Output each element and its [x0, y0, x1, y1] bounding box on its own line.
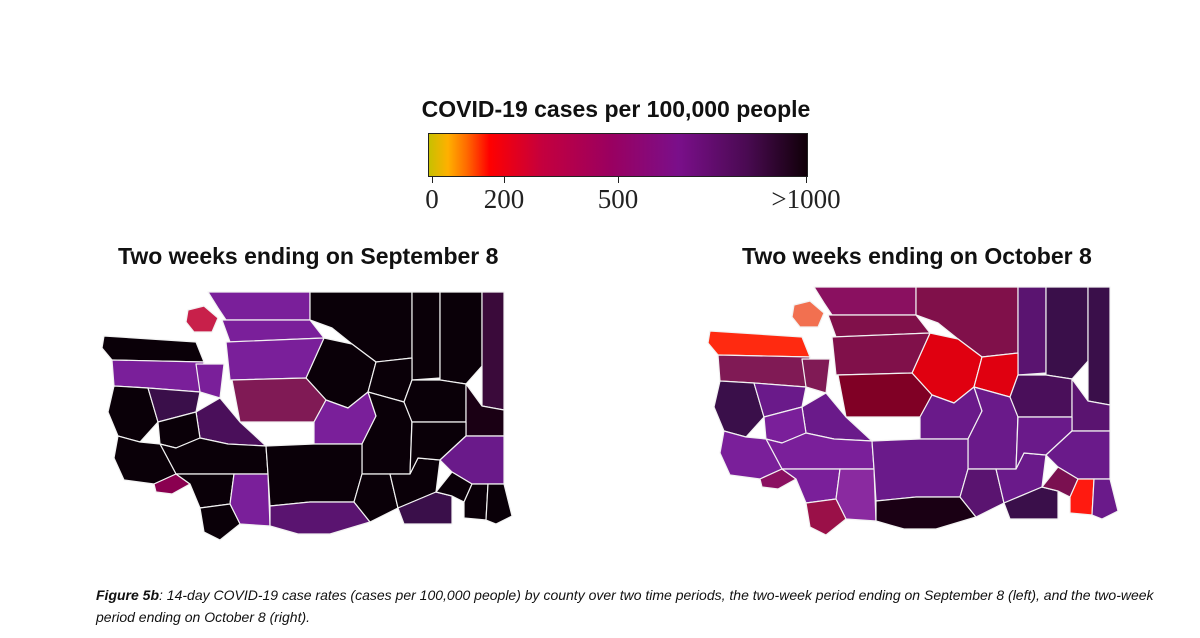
left-map-title: Two weeks ending on September 8: [118, 243, 499, 269]
color-scale-bar: [428, 133, 808, 177]
county-whatcom: [813, 286, 917, 316]
tick-mark: [432, 177, 433, 183]
county-wahkiakum: [759, 468, 797, 490]
tick-mark: [618, 177, 619, 183]
county-clallam: [101, 335, 205, 363]
county-klickitat: [269, 501, 371, 535]
tick-mark: [806, 177, 807, 183]
county-wahkiakum: [153, 473, 191, 495]
county-yakima: [265, 443, 363, 507]
county-islands: [185, 305, 219, 333]
washington-map-october: [707, 286, 1119, 536]
county-walla-walla: [397, 491, 453, 525]
tick-label-200: 200: [483, 184, 525, 214]
county-pend-oreille: [1087, 286, 1111, 406]
county-klickitat: [875, 496, 977, 530]
county-pend-oreille: [481, 291, 505, 411]
tick-label-0: 0: [425, 184, 439, 214]
county-islands: [791, 300, 825, 328]
right-map-title: Two weeks ending on October 8: [742, 243, 1092, 269]
county-ferry: [1017, 286, 1047, 376]
tick-label-500: 500: [597, 184, 639, 214]
county-walla-walla: [1003, 486, 1059, 520]
legend-title: COVID-19 cases per 100,000 people: [421, 96, 811, 122]
caption-text: : 14-day COVID-19 case rates (cases per …: [96, 587, 1154, 625]
county-clark: [805, 498, 847, 536]
county-ferry: [411, 291, 441, 381]
county-asotin: [485, 483, 513, 525]
county-skamania: [835, 468, 877, 522]
washington-map-september: [101, 291, 513, 541]
county-stevens: [1045, 286, 1089, 380]
figure-caption: Figure 5b: 14-day COVID-19 case rates (c…: [96, 584, 1156, 628]
county-garfield: [1069, 478, 1095, 516]
county-yakima: [871, 438, 969, 502]
county-whatcom: [207, 291, 311, 321]
county-king: [231, 377, 327, 423]
caption-label: Figure 5b: [96, 587, 160, 603]
county-lincoln: [403, 379, 467, 423]
county-clallam: [707, 330, 811, 358]
county-lincoln: [1009, 374, 1073, 418]
county-clark: [199, 503, 241, 541]
county-cowlitz: [781, 468, 841, 504]
county-skamania: [229, 473, 271, 527]
county-asotin: [1091, 478, 1119, 520]
tick-label-1000: >1000: [771, 184, 841, 214]
county-cowlitz: [175, 473, 235, 509]
county-garfield: [463, 483, 489, 521]
county-king: [837, 372, 933, 418]
tick-mark: [504, 177, 505, 183]
county-stevens: [439, 291, 483, 385]
